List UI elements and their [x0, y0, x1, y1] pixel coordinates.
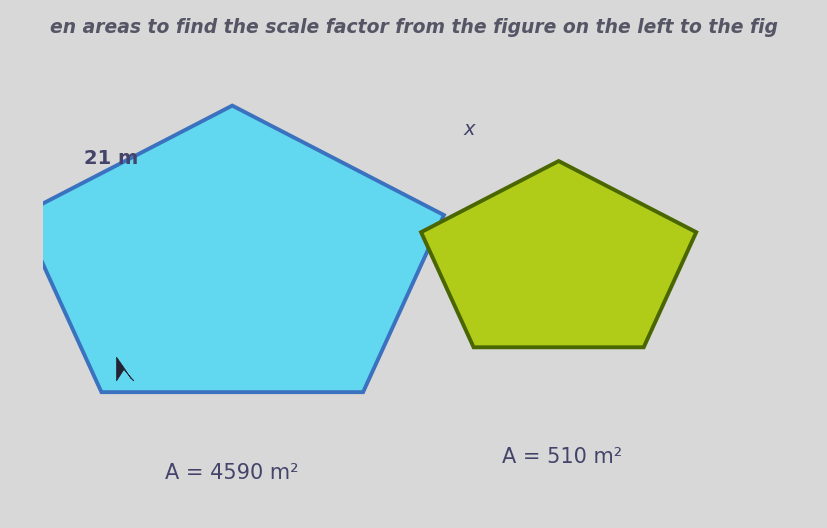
- Text: x: x: [463, 120, 475, 139]
- Text: A = 4590 m²: A = 4590 m²: [165, 463, 299, 483]
- Polygon shape: [21, 106, 443, 392]
- Text: en areas to find the scale factor from the figure on the left to the fig: en areas to find the scale factor from t…: [50, 18, 777, 37]
- Polygon shape: [117, 357, 134, 381]
- Text: A = 510 m²: A = 510 m²: [502, 447, 622, 467]
- Text: 21 m: 21 m: [84, 149, 138, 168]
- Polygon shape: [421, 161, 696, 347]
